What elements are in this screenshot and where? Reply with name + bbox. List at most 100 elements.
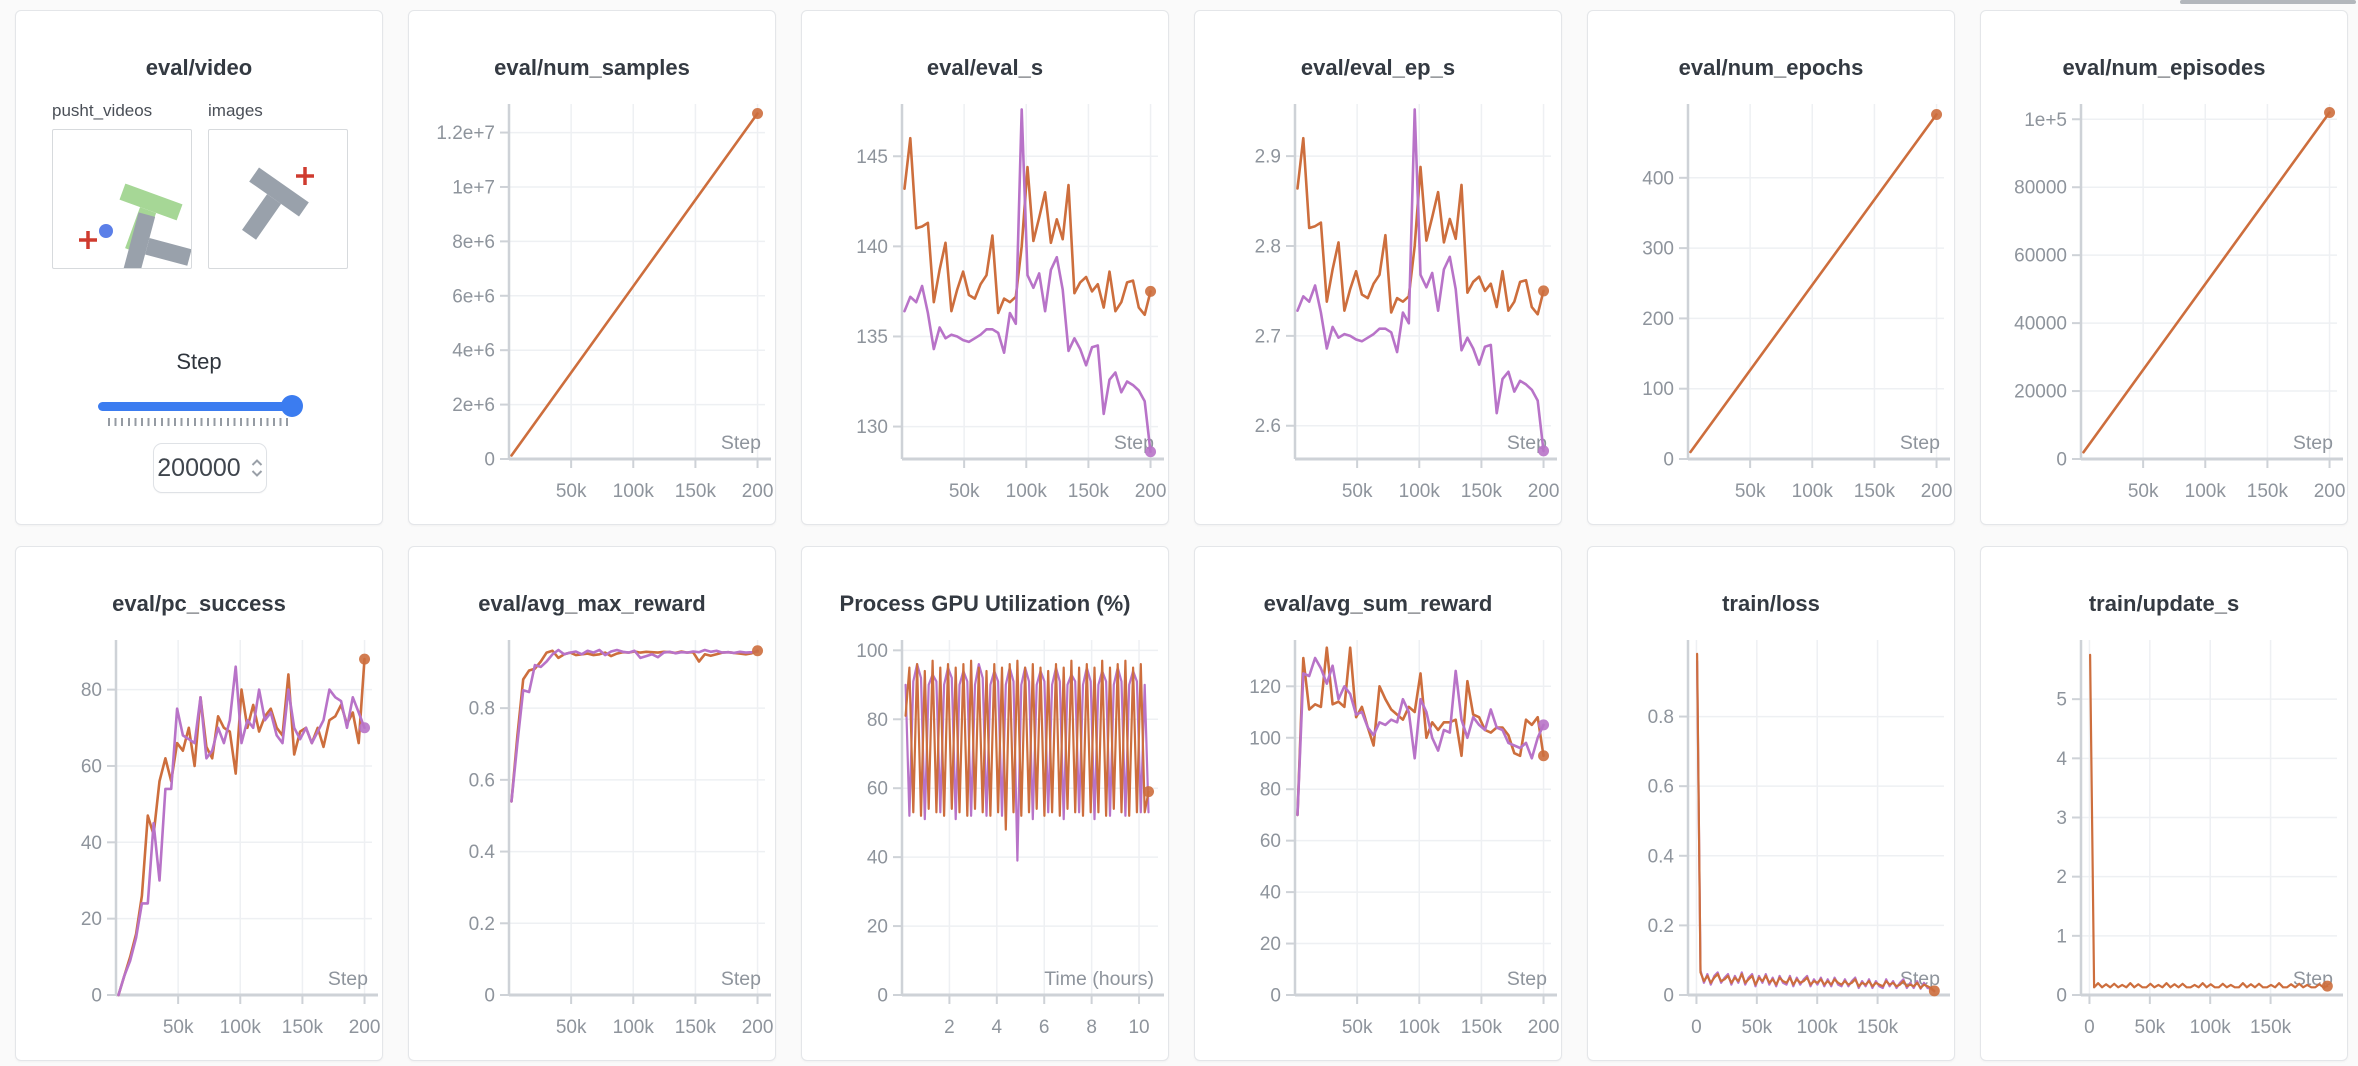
series-line-orange-run (2088, 653, 2329, 989)
series-end-dot-orange-run (2324, 106, 2336, 118)
panel-title: train/loss (1722, 591, 1820, 616)
chart-process-gpu-utilization-[interactable]: 0 20 40 60 80 100 2 4 6 8 10 Time (hours) (802, 627, 1168, 1061)
x-tick-label: 150k (2250, 1017, 2292, 1038)
y-tick-label: 145 (856, 147, 888, 168)
x-tick-label: 100k (220, 1017, 262, 1038)
x-tick-label: 50k (556, 481, 587, 502)
x-tick-label: 150k (1857, 1017, 1899, 1038)
panel-title: eval/avg_sum_reward (1263, 591, 1493, 616)
series-line-orange-run (1695, 652, 1936, 992)
y-tick-label: 1 (2056, 926, 2067, 947)
chart-eval-num-samples[interactable]: 0 2e+6 4e+6 6e+6 8e+6 1e+7 1.2e+7 50k 100k 150k 20… (409, 91, 775, 525)
y-tick-label: 20 (81, 909, 102, 930)
panel-train-loss: train/loss 0 0.2 0.4 0.6 0.8 0 50k 100k 150k Step (1587, 546, 1955, 1061)
x-tick-label: 0 (2084, 1017, 2095, 1038)
series-end-dot-orange-run (1145, 285, 1157, 297)
pusht-videos-thumbnail[interactable] (52, 129, 192, 276)
panel-eval-num-samples: eval/num_samples 0 2e+6 4e+6 6e+6 8e+6 1e+7 1.2… (408, 10, 776, 525)
y-tick-label: 40 (1260, 883, 1281, 904)
x-tick-label: 150k (2247, 481, 2289, 502)
y-tick-label: 20000 (2014, 382, 2067, 403)
x-tick-label: 50k (2128, 481, 2159, 502)
x-tick-label: 10 (1128, 1017, 1149, 1038)
x-tick-label: 200 (1528, 1017, 1560, 1038)
x-tick-label: 0 (1691, 1017, 1702, 1038)
y-tick-label: 60 (867, 779, 888, 800)
x-tick-label: 200 (349, 1017, 381, 1038)
panel-eval-eval-s: eval/eval_s 130 135 140 145 50k 100k 150k 200 Ste… (801, 10, 1169, 525)
y-tick-label: 3 (2056, 808, 2067, 829)
x-tick-label: 8 (1086, 1017, 1097, 1038)
series-end-dot-orange-run (752, 645, 764, 657)
y-tick-label: 100 (856, 641, 888, 662)
target-cross-icon (296, 167, 314, 185)
series-line-orange-run (1689, 113, 1938, 454)
series-line-purple-run (903, 108, 1152, 454)
y-tick-label: 60000 (2014, 246, 2067, 267)
panel-title: train/update_s (2088, 591, 2240, 616)
x-tick-label: 150k (1461, 481, 1503, 502)
panel-title: eval/eval_s (926, 55, 1044, 80)
y-tick-label: 1e+7 (452, 177, 495, 198)
pusht-t-shape (122, 212, 192, 276)
step-input[interactable]: 200000 (153, 443, 267, 493)
chart-eval-num-epochs[interactable]: 0 100 200 300 400 50k 100k 150k 200 Step (1588, 91, 1954, 525)
y-tick-label: 0 (484, 986, 495, 1007)
y-tick-label: 0.4 (469, 842, 496, 863)
chart-eval-avg-sum-reward[interactable]: 0 20 40 60 80 100 120 50k 100k 150k 200 Step (1195, 627, 1561, 1061)
step-slider[interactable] (98, 395, 303, 417)
series-end-dot-orange-run (1538, 750, 1550, 762)
y-tick-label: 0 (484, 450, 495, 471)
y-tick-label: 0 (2056, 986, 2067, 1007)
x-tick-label: 150k (1461, 1017, 1503, 1038)
chart-eval-eval-s[interactable]: 130 135 140 145 50k 100k 150k 200 Step (802, 91, 1168, 525)
y-tick-label: 130 (856, 417, 888, 438)
scrollbar-thumb[interactable] (2180, 0, 2356, 4)
x-tick-label: 6 (1039, 1017, 1050, 1038)
panel-title: eval/num_episodes (2062, 55, 2266, 80)
step-input-spinner[interactable] (251, 457, 263, 479)
y-tick-label: 2.7 (1255, 326, 1281, 347)
chart-eval-pc-success[interactable]: 0 20 40 60 80 50k 100k 150k 200 Step (16, 627, 382, 1061)
series-line-purple-run (510, 648, 759, 803)
x-tick-label: 200 (742, 1017, 774, 1038)
y-tick-label: 8e+6 (452, 232, 495, 253)
y-tick-label: 0 (91, 986, 102, 1007)
y-tick-label: 1e+5 (2024, 110, 2067, 131)
x-tick-label: 100k (1006, 481, 1048, 502)
x-tick-label: 50k (949, 481, 980, 502)
x-tick-label: 200 (742, 481, 774, 502)
step-slider-track[interactable] (98, 402, 302, 411)
series-line-orange-run (904, 659, 1150, 831)
chart-eval-num-episodes[interactable]: 0 20000 40000 60000 80000 1e+5 50k 100k 150k 200 S… (1981, 91, 2347, 525)
chart-eval-eval-ep-s[interactable]: 2.6 2.7 2.8 2.9 50k 100k 150k 200 Step (1195, 91, 1561, 525)
y-tick-label: 2.8 (1255, 237, 1281, 258)
x-tick-label: 200 (1528, 481, 1560, 502)
y-tick-label: 0.8 (1648, 707, 1674, 728)
y-tick-label: 200 (1642, 309, 1674, 330)
step-slider-thumb[interactable] (281, 395, 303, 417)
y-tick-label: 120 (1249, 677, 1281, 698)
y-tick-label: 0 (2056, 450, 2067, 471)
y-tick-label: 0.2 (469, 914, 495, 935)
series-line-purple-run (117, 665, 366, 997)
x-axis-label: Step (328, 968, 368, 990)
chart-eval-avg-max-reward[interactable]: 0 0.2 0.4 0.6 0.8 50k 100k 150k 200 Step (409, 627, 775, 1061)
y-tick-label: 100 (1642, 379, 1674, 400)
thumbnail-image (242, 167, 314, 240)
x-tick-label: 100k (613, 481, 655, 502)
y-tick-label: 135 (856, 327, 888, 348)
series-end-dot-purple-run (359, 722, 371, 734)
images-thumbnail[interactable] (208, 129, 348, 269)
y-tick-label: 1.2e+7 (436, 123, 495, 144)
y-tick-label: 80 (1260, 780, 1281, 801)
x-axis-label: Step (721, 432, 761, 454)
y-tick-label: 2.9 (1255, 147, 1281, 168)
y-tick-label: 0 (1663, 450, 1674, 471)
y-tick-label: 2e+6 (452, 395, 495, 416)
y-tick-label: 80000 (2014, 178, 2067, 199)
panel-title: Process GPU Utilization (%) (839, 591, 1131, 616)
y-tick-label: 60 (1260, 831, 1281, 852)
